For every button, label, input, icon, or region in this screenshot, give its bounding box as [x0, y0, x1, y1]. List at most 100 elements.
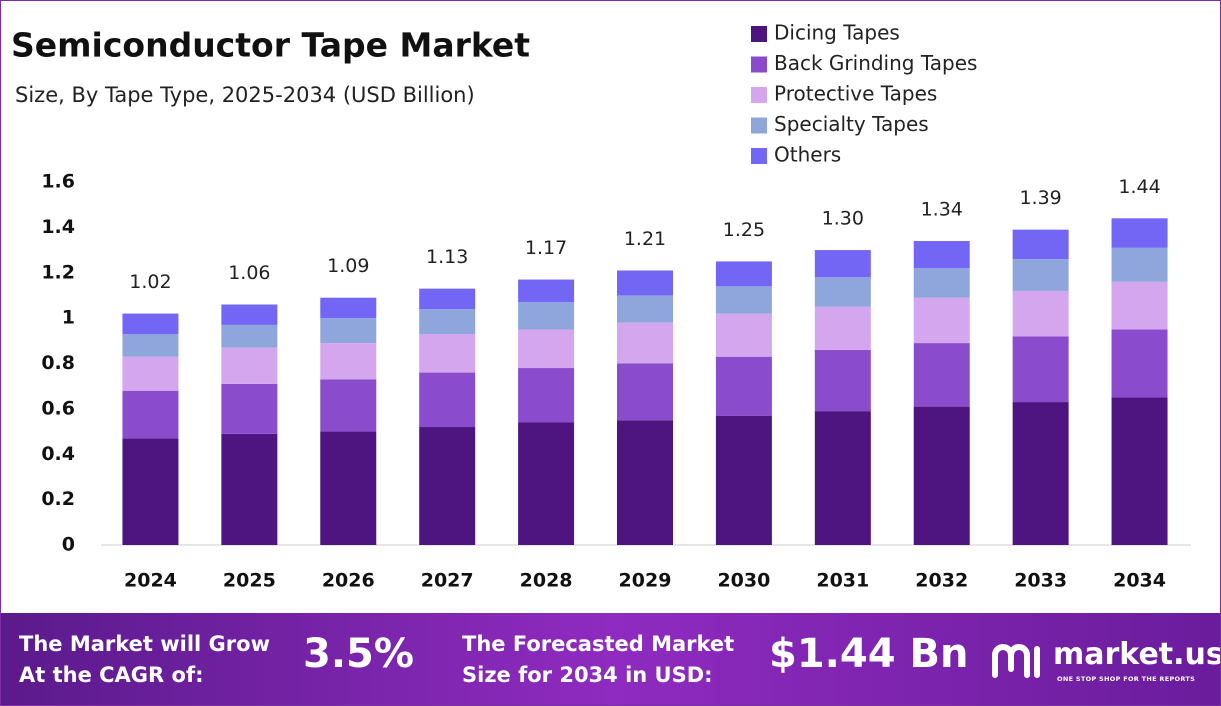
bar-segment — [1111, 218, 1168, 248]
x-tick-label: 2029 — [619, 570, 672, 592]
bar-segment — [617, 420, 673, 545]
bar-segment — [518, 368, 575, 423]
x-tick-label: 2026 — [322, 570, 375, 592]
legend-swatch — [751, 56, 767, 73]
x-tick-label: 2025 — [223, 570, 276, 592]
y-tick-label: 0.2 — [41, 488, 75, 510]
bar-segment — [617, 363, 673, 421]
bar-segment — [320, 379, 377, 432]
y-tick-label: 0.4 — [41, 443, 75, 465]
total-label: 1.06 — [228, 262, 270, 284]
y-tick-label: 1.6 — [41, 171, 75, 193]
bar-segment — [1111, 397, 1168, 545]
bar-segment — [419, 427, 476, 545]
bar-segment — [1012, 336, 1069, 403]
bar-segment — [122, 390, 179, 439]
y-tick-label: 1.4 — [41, 216, 75, 238]
bar-segment — [221, 304, 278, 325]
x-tick-label: 2032 — [915, 570, 968, 592]
bar-segment — [1012, 229, 1069, 260]
bar-segment — [814, 411, 871, 545]
bar-segment — [1012, 402, 1069, 545]
x-tick-label: 2031 — [816, 570, 869, 592]
total-label: 1.30 — [822, 208, 864, 230]
total-label: 1.25 — [723, 219, 765, 241]
brand: market.us — [1053, 637, 1221, 672]
bar-segment — [814, 277, 871, 307]
bar-segment — [1111, 281, 1168, 330]
cagr-value: 3.5% — [303, 631, 414, 677]
total-label: 1.09 — [327, 255, 369, 277]
footer: The Market will Grow At the CAGR of: 3.5… — [1, 613, 1221, 705]
bar-segment — [617, 322, 673, 364]
chart-subtitle: Size, By Tape Type, 2025-2034 (USD Billi… — [15, 83, 475, 107]
legend-label: Back Grinding Tapes — [774, 51, 977, 75]
legend-swatch — [751, 148, 767, 164]
legend-swatch — [751, 26, 767, 42]
total-label: 1.44 — [1118, 176, 1160, 198]
y-tick-label: 0.6 — [41, 397, 75, 419]
bar-segment — [1111, 329, 1168, 398]
brand-icon — [992, 644, 1040, 678]
legend-label: Protective Tapes — [774, 82, 937, 106]
x-tick-label: 2034 — [1113, 570, 1166, 592]
total-label: 1.17 — [525, 237, 567, 259]
bar-segment — [221, 347, 278, 384]
legend-swatch — [751, 87, 767, 103]
total-label: 1.13 — [426, 246, 468, 268]
bar-segment — [1111, 247, 1168, 282]
bar-segment — [518, 302, 575, 330]
y-tick-label: 0 — [62, 534, 75, 556]
x-tick-label: 2028 — [520, 570, 573, 592]
bar-segment — [419, 334, 476, 373]
bar-segment — [320, 431, 377, 545]
bar-segment — [221, 433, 278, 545]
bar-segment — [419, 309, 476, 335]
total-label: 1.02 — [129, 271, 171, 293]
y-tick-label: 0.8 — [41, 352, 75, 374]
total-label: 1.21 — [624, 228, 666, 250]
total-label: 1.34 — [921, 198, 963, 220]
chart: Semiconductor Tape Market Size, By Tape … — [11, 21, 1191, 592]
bar-segment — [617, 270, 673, 296]
legend-label: Others — [774, 143, 841, 167]
bar-segment — [221, 324, 278, 348]
total-label: 1.39 — [1019, 187, 1061, 209]
chart-title: Semiconductor Tape Market — [11, 26, 530, 65]
forecast-label: The Forecasted Market Size for 2034 in U… — [462, 632, 735, 687]
y-tick-label: 1 — [62, 307, 75, 329]
bar-segment — [122, 313, 179, 335]
legend-label: Dicing Tapes — [774, 21, 900, 45]
bar-segment — [1012, 290, 1069, 337]
bar-segment — [913, 343, 970, 407]
bar-segment — [122, 356, 179, 391]
bar-segment — [320, 297, 377, 319]
bar-segment — [122, 438, 179, 545]
bar-segment — [913, 406, 970, 545]
bar-segment — [518, 279, 575, 303]
bar-segment — [814, 349, 871, 412]
bar-segment — [320, 318, 377, 344]
bar-segment — [518, 329, 575, 369]
legend-swatch — [751, 117, 767, 134]
bar-segment — [1012, 259, 1069, 291]
y-tick-label: 1.2 — [41, 261, 75, 283]
x-tick-label: 2024 — [124, 570, 177, 592]
x-tick-label: 2030 — [717, 570, 770, 592]
bar-segment — [715, 261, 772, 287]
cagr-label: The Market will Grow At the CAGR of: — [19, 632, 270, 687]
bar-segment — [814, 250, 871, 278]
bar-segment — [419, 288, 476, 310]
bar-segment — [913, 240, 970, 269]
bar-segment — [715, 415, 772, 545]
bar-segment — [715, 286, 772, 314]
x-tick-label: 2033 — [1014, 570, 1067, 592]
bar-segment — [913, 297, 970, 344]
bar-segment — [518, 422, 575, 545]
bar-segment — [221, 383, 278, 434]
tagline: ONE STOP SHOP FOR THE REPORTS — [1057, 675, 1196, 683]
bar-segment — [715, 313, 772, 357]
bar-segment — [715, 356, 772, 416]
bar-segment — [814, 306, 871, 350]
bar-segment — [419, 372, 476, 428]
